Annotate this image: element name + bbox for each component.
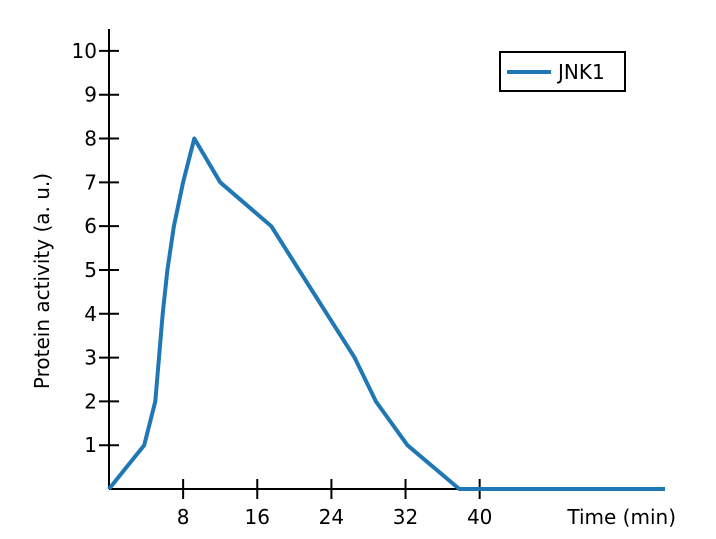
y-tick-label: 8 <box>84 127 97 151</box>
x-tick-label: 8 <box>177 505 190 529</box>
x-tick-label: 16 <box>245 505 270 529</box>
y-tick-label: 1 <box>84 433 97 457</box>
x-tick-label: 24 <box>319 505 344 529</box>
legend-label-jnk1: JNK1 <box>556 60 605 84</box>
legend: JNK1 <box>499 51 626 92</box>
y-tick-label: 7 <box>84 170 97 194</box>
x-tick-label: 40 <box>467 505 492 529</box>
x-axis-label: Time (min) <box>566 505 676 529</box>
y-tick-label: 10 <box>72 39 97 63</box>
y-tick-label: 3 <box>84 346 97 370</box>
x-tick-label: 32 <box>393 505 418 529</box>
series-line-jnk1 <box>107 136 665 491</box>
y-ticks: 1 2 3 4 5 6 7 8 9 10 <box>72 39 119 457</box>
y-axis-label: Protein activity (a. u.) <box>30 173 54 389</box>
y-tick-label: 9 <box>84 83 97 107</box>
y-tick-label: 2 <box>84 389 97 413</box>
y-tick-label: 6 <box>84 214 97 238</box>
y-tick-label: 4 <box>84 302 97 326</box>
y-tick-label: 5 <box>84 258 97 282</box>
x-ticks: 8 16 24 32 40 <box>177 479 492 529</box>
